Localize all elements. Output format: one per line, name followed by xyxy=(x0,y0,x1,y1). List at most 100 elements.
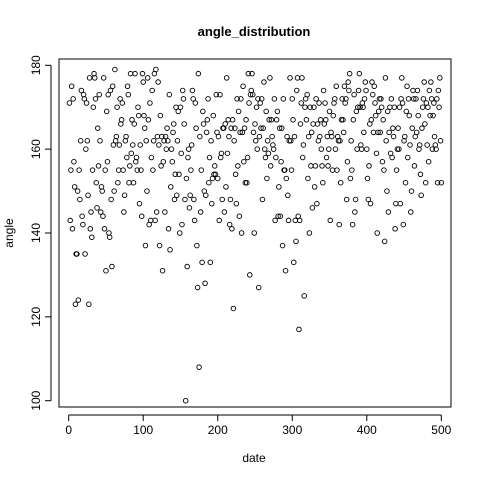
data-point xyxy=(291,133,298,140)
data-point xyxy=(305,175,311,182)
data-point xyxy=(352,209,358,215)
data-point xyxy=(239,129,246,136)
data-point xyxy=(114,104,120,110)
data-point xyxy=(206,179,212,186)
data-point xyxy=(402,179,409,186)
data-point xyxy=(181,121,187,127)
data-point xyxy=(169,158,176,165)
data-point xyxy=(266,117,272,123)
data-point xyxy=(357,104,363,110)
data-point xyxy=(363,87,369,94)
data-point xyxy=(385,209,392,215)
data-point xyxy=(191,196,197,203)
data-point xyxy=(351,91,357,98)
data-point xyxy=(232,171,239,178)
data-point xyxy=(204,117,211,123)
data-point xyxy=(111,188,117,194)
data-point xyxy=(167,247,173,253)
data-point xyxy=(333,83,339,89)
data-point xyxy=(251,230,257,236)
data-point xyxy=(223,184,229,190)
data-point xyxy=(256,133,263,140)
data-point xyxy=(94,125,101,131)
data-point xyxy=(97,209,104,215)
data-point xyxy=(273,117,280,123)
x-tick-label: 100 xyxy=(133,423,153,437)
data-point xyxy=(405,154,411,161)
plot-frame xyxy=(58,58,452,408)
data-point xyxy=(77,138,84,144)
data-point xyxy=(270,146,277,152)
data-point xyxy=(290,117,296,123)
data-point xyxy=(149,87,155,94)
data-point xyxy=(434,179,441,186)
data-point xyxy=(284,133,290,140)
data-point xyxy=(275,213,281,219)
data-point xyxy=(180,96,187,102)
data-point xyxy=(155,79,161,85)
data-point xyxy=(171,121,177,127)
data-point xyxy=(116,142,123,148)
y-tick-label: 160 xyxy=(29,139,43,159)
data-point xyxy=(380,117,386,123)
data-point xyxy=(341,83,348,89)
data-point xyxy=(124,154,130,161)
data-point xyxy=(434,96,440,102)
data-point xyxy=(138,167,144,173)
data-point xyxy=(86,301,92,308)
data-point xyxy=(223,75,230,81)
data-point xyxy=(358,146,365,152)
data-point xyxy=(75,297,82,303)
data-point xyxy=(277,213,284,219)
data-point xyxy=(187,192,193,199)
data-point xyxy=(179,221,185,228)
data-point xyxy=(344,158,351,165)
data-point xyxy=(137,142,143,148)
data-point xyxy=(228,125,234,131)
data-point xyxy=(264,175,270,182)
data-point xyxy=(303,117,310,123)
data-point xyxy=(282,167,288,173)
data-point xyxy=(369,79,375,85)
data-point xyxy=(125,91,132,98)
data-point xyxy=(182,397,189,404)
data-point xyxy=(240,83,246,89)
data-point xyxy=(206,154,213,161)
data-point xyxy=(384,108,391,115)
data-point xyxy=(316,100,322,106)
data-point xyxy=(261,79,267,85)
data-point xyxy=(381,167,387,173)
data-point xyxy=(214,175,221,182)
data-point xyxy=(162,133,169,140)
x-tick-label: 0 xyxy=(65,423,72,437)
y-tick-label: 100 xyxy=(29,390,43,410)
data-point xyxy=(413,129,420,136)
data-point xyxy=(320,179,326,186)
data-point xyxy=(264,138,271,144)
data-point xyxy=(123,133,129,140)
data-point xyxy=(421,79,427,85)
data-point xyxy=(355,104,361,110)
data-point xyxy=(348,138,354,144)
data-point xyxy=(198,167,205,173)
data-point xyxy=(289,96,296,102)
data-point xyxy=(128,150,135,157)
data-point xyxy=(93,179,100,186)
data-point xyxy=(253,104,260,110)
data-point xyxy=(409,125,416,131)
data-point xyxy=(172,171,179,178)
data-point xyxy=(212,171,219,178)
data-point xyxy=(330,112,337,119)
data-point xyxy=(222,121,228,127)
data-point xyxy=(100,213,106,219)
data-point xyxy=(279,125,285,131)
data-point xyxy=(130,142,136,148)
data-point xyxy=(304,91,310,98)
data-point xyxy=(340,117,346,123)
data-point xyxy=(406,112,413,119)
data-point xyxy=(95,163,102,169)
data-point xyxy=(232,125,238,131)
data-point xyxy=(393,167,400,173)
data-point xyxy=(318,146,325,152)
